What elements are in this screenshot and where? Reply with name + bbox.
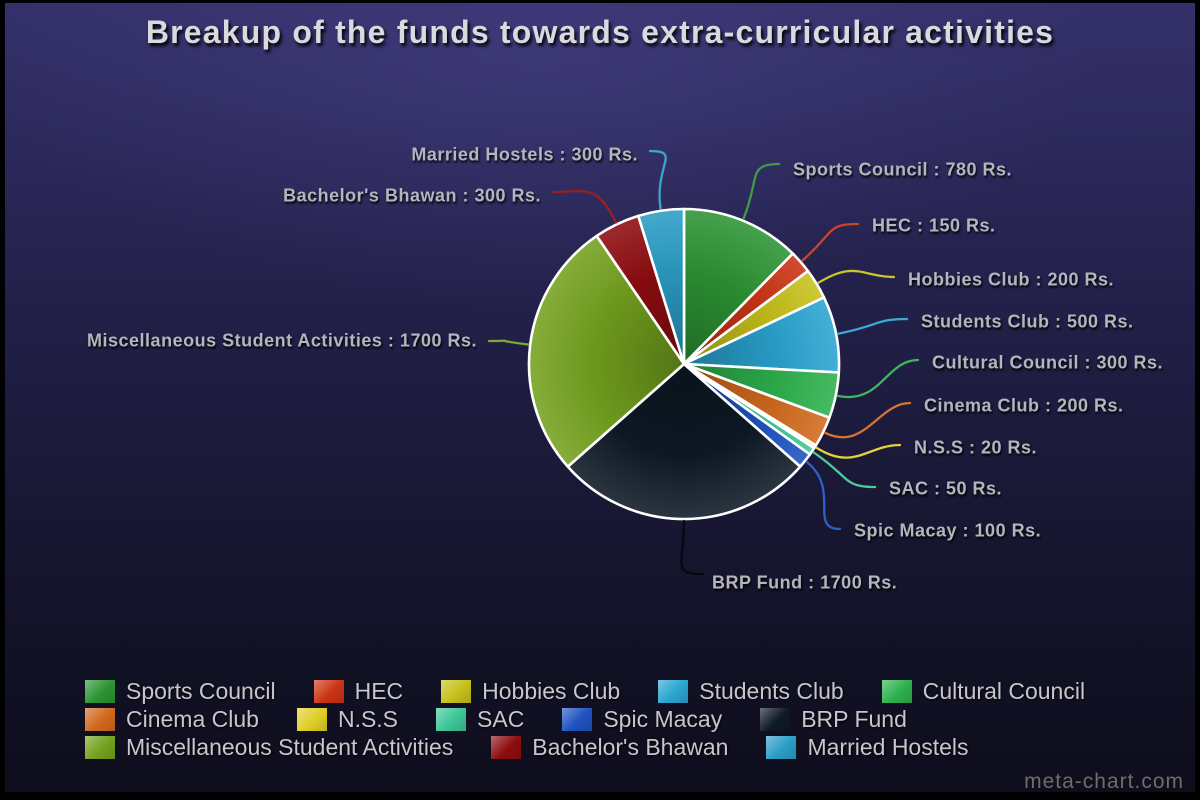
legend: Sports Council HEC Hobbies Club Students Cl… bbox=[85, 677, 1123, 761]
slice-label-hobbies-club: Hobbies Club : 200 Rs. bbox=[908, 269, 1115, 290]
legend-swatch-miscellaneous-student-activities bbox=[85, 735, 115, 759]
slice-label-cultural-council: Cultural Council : 300 Rs. bbox=[932, 352, 1164, 373]
legend-label: HEC bbox=[354, 678, 404, 704]
leader-line-sports-council bbox=[742, 162, 781, 220]
pie-slice-sports-council bbox=[682, 207, 795, 366]
slice-label-bachelor-s-bhawan: Bachelor's Bhawan : 300 Rs. bbox=[283, 185, 541, 206]
legend-swatch-hobbies-club bbox=[441, 679, 472, 703]
slice-label-married-hostels: Married Hostels : 300 Rs. bbox=[411, 144, 638, 165]
slice-label-spic-macay: Spic Macay : 100 Rs. bbox=[854, 520, 1042, 541]
legend-label: N.S.S bbox=[337, 706, 399, 732]
legend-label: Students Club bbox=[699, 678, 844, 704]
legend-item-n-s-s: N.S.S bbox=[296, 705, 399, 733]
leader-line-brp-fund bbox=[680, 519, 705, 576]
leader-line-married-hostels bbox=[648, 149, 667, 210]
legend-label: BRP Fund bbox=[801, 706, 907, 732]
legend-swatch-students-club bbox=[658, 679, 689, 703]
leader-line-students-club bbox=[836, 317, 909, 335]
legend-swatch-brp-fund bbox=[760, 707, 791, 731]
leader-line-hobbies-club bbox=[817, 269, 896, 284]
legend-swatch-hec bbox=[313, 679, 344, 703]
slice-label-miscellaneous-student-activities: Miscellaneous Student Activities : 1700 … bbox=[87, 330, 477, 351]
leader-line-spic-macay bbox=[805, 460, 842, 531]
legend-label: Cultural Council bbox=[922, 678, 1086, 704]
legend-item-married-hostels: Married Hostels bbox=[766, 733, 969, 761]
legend-label: SAC bbox=[477, 706, 525, 732]
slice-label-sports-council: Sports Council : 780 Rs. bbox=[793, 159, 1013, 180]
legend-item-hobbies-club: Hobbies Club bbox=[441, 677, 620, 705]
slice-label-hec: HEC : 150 Rs. bbox=[872, 215, 996, 236]
legend-row: Cinema Club N.S.S SAC Spic Macay BRP Fund bbox=[85, 705, 1123, 733]
legend-item-cinema-club: Cinema Club bbox=[85, 705, 259, 733]
legend-swatch-sports-council bbox=[85, 679, 115, 703]
legend-swatch-cinema-club bbox=[85, 707, 115, 731]
pie-slice-miscellaneous-student-activities bbox=[527, 234, 686, 468]
leader-line-miscellaneous-student-activities bbox=[487, 339, 530, 346]
legend-item-students-club: Students Club bbox=[658, 677, 844, 705]
leader-line-cinema-club bbox=[823, 401, 912, 439]
legend-swatch-married-hostels bbox=[766, 735, 797, 759]
leader-line-sac bbox=[812, 451, 877, 489]
leader-line-hec bbox=[801, 222, 860, 262]
legend-swatch-sac bbox=[436, 707, 467, 731]
legend-item-sports-council: Sports Council bbox=[85, 677, 276, 705]
pie-slice-married-hostels bbox=[637, 207, 686, 366]
legend-swatch-n-s-s bbox=[296, 707, 327, 731]
legend-label: Spic Macay bbox=[603, 706, 723, 732]
legend-row: Sports Council HEC Hobbies Club Students Cl… bbox=[85, 677, 1123, 705]
leader-line-n-s-s bbox=[815, 443, 902, 459]
legend-item-bachelor-s-bhawan: Bachelor's Bhawan bbox=[491, 733, 728, 761]
slice-label-sac: SAC : 50 Rs. bbox=[889, 478, 1003, 499]
slice-label-brp-fund: BRP Fund : 1700 Rs. bbox=[712, 572, 898, 593]
legend-swatch-spic-macay bbox=[562, 707, 593, 731]
pie-slice-brp-fund bbox=[566, 362, 802, 521]
legend-label: Married Hostels bbox=[807, 734, 969, 760]
legend-label: Miscellaneous Student Activities bbox=[126, 734, 454, 760]
slice-label-n-s-s: N.S.S : 20 Rs. bbox=[914, 437, 1038, 458]
leader-line-cultural-council bbox=[836, 358, 920, 399]
slice-label-students-club: Students Club : 500 Rs. bbox=[921, 311, 1134, 332]
leader-line-bachelor-s-bhawan bbox=[551, 189, 618, 224]
legend-item-miscellaneous-student-activities: Miscellaneous Student Activities bbox=[85, 733, 453, 761]
legend-item-spic-macay: Spic Macay bbox=[562, 705, 722, 733]
legend-item-hec: HEC bbox=[313, 677, 404, 705]
legend-item-brp-fund: BRP Fund bbox=[760, 705, 907, 733]
legend-label: Cinema Club bbox=[126, 706, 259, 732]
watermark: meta-chart.com bbox=[1024, 770, 1184, 793]
legend-label: Hobbies Club bbox=[482, 678, 621, 704]
legend-item-cultural-council: Cultural Council bbox=[881, 677, 1086, 705]
slice-label-cinema-club: Cinema Club : 200 Rs. bbox=[924, 395, 1124, 416]
legend-item-sac: SAC bbox=[436, 705, 524, 733]
legend-label: Bachelor's Bhawan bbox=[532, 734, 729, 760]
legend-label: Sports Council bbox=[126, 678, 276, 704]
legend-swatch-cultural-council bbox=[881, 679, 912, 703]
legend-row: Miscellaneous Student Activities Bachelor… bbox=[85, 733, 1123, 761]
legend-swatch-bachelor-s-bhawan bbox=[491, 735, 522, 759]
chart-title: Breakup of the funds towards extra-curri… bbox=[145, 14, 1055, 50]
